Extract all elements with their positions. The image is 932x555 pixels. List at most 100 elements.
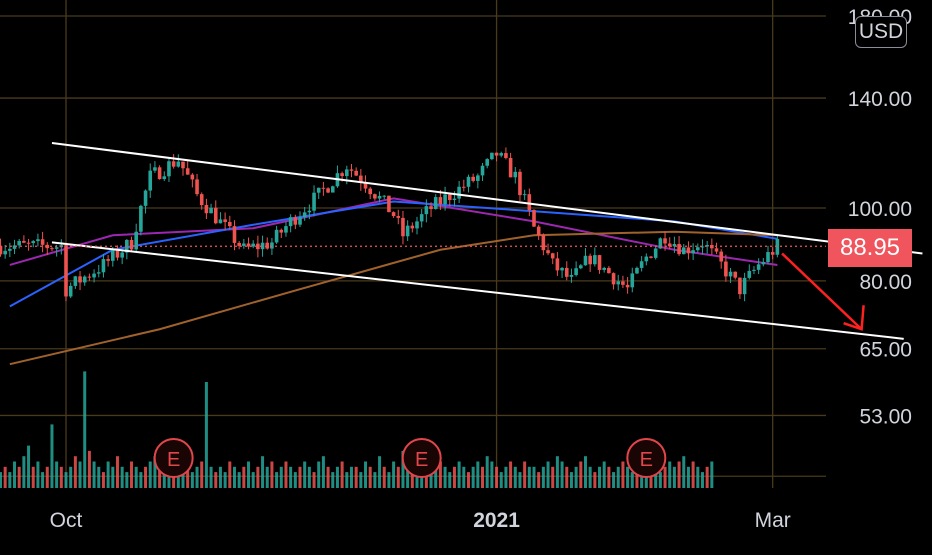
volume-bar <box>392 461 396 488</box>
candle-body <box>518 171 522 196</box>
volume-bar <box>17 466 21 488</box>
time-axis[interactable]: Oct2021MarMayJul <box>50 509 932 532</box>
volume-bar <box>569 472 573 488</box>
time-tick-label: 2021 <box>473 509 520 532</box>
earnings-marker-label: E <box>415 449 428 471</box>
candle-body <box>396 216 401 218</box>
candle-body <box>602 267 606 270</box>
volume-bar <box>298 466 302 488</box>
volume-bar <box>162 466 166 488</box>
volume-bar <box>232 466 236 488</box>
volume-bar <box>700 472 704 488</box>
volume-bar <box>710 461 714 488</box>
candle-body <box>457 186 461 199</box>
candle-body <box>490 152 494 160</box>
earnings-marker-icon[interactable] <box>401 438 442 478</box>
candle-body <box>31 241 36 244</box>
candle-body <box>770 252 775 255</box>
candle-body <box>564 267 569 277</box>
currency-label[interactable]: USD <box>855 16 907 48</box>
candle-body <box>560 267 564 271</box>
candle-body <box>321 187 326 189</box>
volume-bar <box>83 371 87 488</box>
price-tick-label: 65.00 <box>859 339 912 362</box>
volume-bar <box>537 472 541 488</box>
candle-body <box>569 274 574 277</box>
volume-bar <box>663 466 667 488</box>
volume-bar <box>401 450 405 488</box>
volume-bar <box>293 472 297 488</box>
candle-body <box>401 217 405 237</box>
volume-bar <box>101 472 105 488</box>
candle-body <box>153 167 157 171</box>
candle-body <box>635 267 639 274</box>
candle-body <box>686 247 691 254</box>
candle-body <box>45 244 50 249</box>
volume-bar <box>495 466 499 488</box>
volume-bar <box>565 466 569 488</box>
volume-bar <box>106 461 110 488</box>
price-tick-label: 80.00 <box>859 271 912 294</box>
volume-bar <box>144 466 148 488</box>
forecast-arrow-head <box>843 305 865 331</box>
volume-bar <box>209 466 213 488</box>
candle-body <box>574 268 578 275</box>
volume-bar <box>429 472 433 488</box>
candle-body <box>410 225 415 229</box>
volume-bar <box>541 466 545 488</box>
candle-body <box>728 271 733 277</box>
volume-bars <box>0 371 714 488</box>
candle-body <box>462 186 466 188</box>
volume-bar <box>223 472 227 488</box>
volume-bar <box>579 461 583 488</box>
volume-bar <box>331 472 335 488</box>
candle-body <box>40 239 45 245</box>
candle-body <box>513 171 518 178</box>
volume-bar <box>364 461 368 488</box>
candle-body <box>279 229 284 233</box>
volume-bar <box>532 466 536 488</box>
volume-bar <box>583 456 587 488</box>
drawing-overlay <box>0 142 923 340</box>
volume-bar <box>462 466 466 488</box>
candle-body <box>265 242 270 249</box>
candle-body <box>326 188 330 193</box>
volume-bar <box>218 466 222 488</box>
volume-bar <box>317 461 321 488</box>
candle-body <box>26 242 31 244</box>
volume-bar <box>691 461 695 488</box>
volume-bar <box>326 466 330 488</box>
candle-body <box>443 194 447 205</box>
candle-body <box>274 229 279 243</box>
candle-body <box>696 247 700 251</box>
volume-bar <box>120 466 124 488</box>
volume-bar <box>382 466 386 488</box>
candle-body <box>672 244 677 247</box>
volume-bar <box>50 424 54 488</box>
volume-bar <box>204 382 208 488</box>
volume-bar <box>396 466 400 488</box>
candle-body <box>579 265 583 269</box>
volume-bar <box>303 461 307 488</box>
earnings-marker-icon[interactable] <box>153 438 194 478</box>
candle-body <box>667 243 672 247</box>
candle-body <box>349 169 354 171</box>
earnings-marker-label: E <box>640 449 653 471</box>
candle-body <box>593 255 597 265</box>
candle-body <box>185 168 190 175</box>
volume-bar <box>410 466 414 488</box>
price-tick-label: 100.00 <box>848 198 912 221</box>
volume-bar <box>228 461 232 488</box>
candle-body <box>588 255 592 265</box>
earnings-marker-icon[interactable] <box>626 438 667 478</box>
volume-bar <box>312 472 316 488</box>
volume-bar <box>504 466 508 488</box>
volume-bar <box>574 466 578 488</box>
candle-body <box>363 182 368 189</box>
volume-bar <box>457 461 461 488</box>
candle-body <box>256 243 260 250</box>
